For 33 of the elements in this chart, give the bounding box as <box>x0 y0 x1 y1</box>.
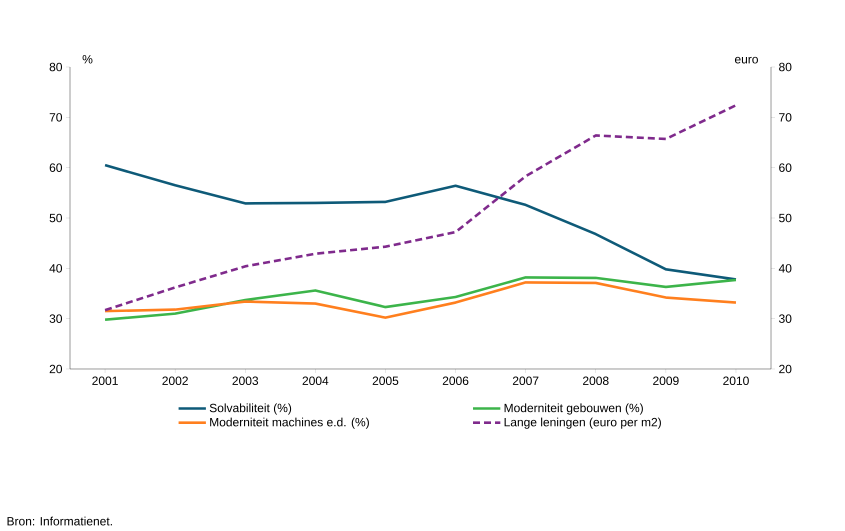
x-tick-label: 2007 <box>512 376 538 386</box>
legend-label: Solvabiliteit (%) <box>210 403 292 415</box>
y2-tick-label: 60 <box>779 163 792 172</box>
x-tick-label: 2002 <box>162 376 188 386</box>
x-tick-label: 2006 <box>442 376 468 386</box>
x-tick-label: 2004 <box>302 376 328 386</box>
y-tick-label: 60 <box>50 163 62 172</box>
y2-tick-label: 80 <box>779 62 792 72</box>
y2-tick-label: 40 <box>778 264 792 273</box>
y2-tick-label: 50 <box>779 214 792 222</box>
y-tick-label: 40 <box>49 264 62 273</box>
y-axis-title: % <box>82 55 92 64</box>
legend-label: Lange leningen (euro per m2) <box>504 418 661 429</box>
y2-tick-label: 70 <box>779 113 792 122</box>
y2-axis-title: euro <box>734 56 758 64</box>
x-tick-label: 2001 <box>92 376 118 386</box>
y-tick-label: 30 <box>50 314 62 323</box>
line-series <box>104 164 738 281</box>
text: Bron: Informatienet. <box>8 516 112 526</box>
x-tick-label: 2009 <box>653 376 679 386</box>
x-tick-label: 2008 <box>583 376 609 386</box>
legend-label: Moderniteit gebouwen (%) <box>504 403 643 415</box>
x-tick-label: 2005 <box>372 376 398 386</box>
y-tick-label: 50 <box>50 214 62 222</box>
y-tick-label: 70 <box>50 113 62 122</box>
x-tick-label: 2003 <box>232 376 258 386</box>
line-series <box>104 104 738 312</box>
y-tick-label: 80 <box>50 62 62 72</box>
y2-tick-label: 30 <box>779 314 792 323</box>
legend-label: Moderniteit machines e.d. (%) <box>210 418 369 429</box>
x-tick-label: 2010 <box>723 376 749 386</box>
y-tick-label: 20 <box>50 364 62 374</box>
y2-tick-label: 20 <box>779 364 792 374</box>
